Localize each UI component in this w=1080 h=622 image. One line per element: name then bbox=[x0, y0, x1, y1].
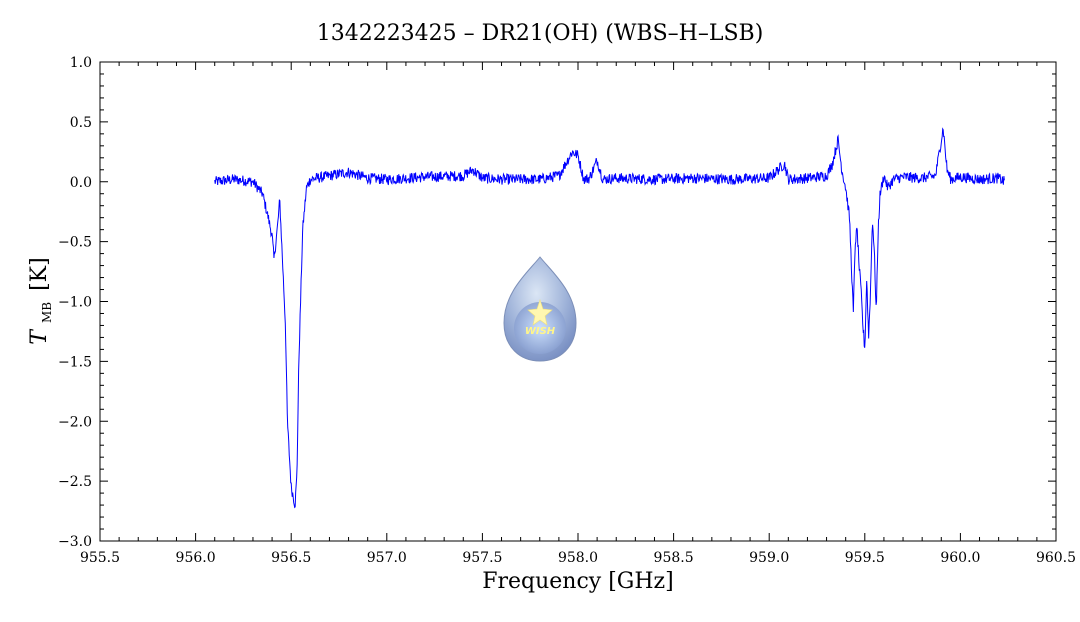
y-tick-label: −2.0 bbox=[58, 414, 92, 430]
x-tick-label: 956.0 bbox=[176, 550, 216, 566]
y-axis-label: T MB [K] bbox=[27, 257, 57, 344]
y-tick-label: 0.5 bbox=[70, 115, 92, 131]
y-axis-symbol: T bbox=[27, 328, 52, 345]
x-tick-label: 959.5 bbox=[845, 550, 885, 566]
wish-logo: WISH bbox=[503, 256, 577, 362]
y-tick-label: −1.5 bbox=[58, 354, 92, 370]
y-tick-label: −0.5 bbox=[58, 235, 92, 251]
x-tick-label: 958.0 bbox=[558, 550, 598, 566]
x-tick-label: 955.5 bbox=[80, 550, 120, 566]
x-tick-labels: 955.5 956.0 956.5 957.0 957.5 958.0 958.5 959.0… bbox=[80, 550, 1076, 566]
x-tick-label: 958.5 bbox=[654, 550, 694, 566]
wish-logo-text: WISH bbox=[525, 326, 556, 337]
x-tick-label: 960.5 bbox=[1036, 550, 1076, 566]
spectrum-line bbox=[214, 127, 1005, 509]
star-icon bbox=[527, 299, 553, 326]
x-tick-label: 959.0 bbox=[749, 550, 789, 566]
drop-inner-circle bbox=[514, 302, 566, 354]
y-tick-label: −3.0 bbox=[58, 534, 92, 550]
y-axis-subscript: MB bbox=[40, 302, 54, 323]
x-tick-label: 956.5 bbox=[271, 550, 311, 566]
y-tick-label: −1.0 bbox=[58, 295, 92, 311]
y-tick-label: 1.0 bbox=[70, 55, 92, 71]
y-tick-labels: −3.0 −2.5 −2.0 −1.5 −1.0 −0.5 0.0 0.5 1.0 bbox=[58, 55, 92, 550]
plot-frame bbox=[99, 61, 1057, 542]
x-axis-label: Frequency [GHz] bbox=[482, 569, 674, 594]
x-tick-label: 960.0 bbox=[940, 550, 980, 566]
y-tick-label: 0.0 bbox=[70, 175, 92, 191]
x-tick-label: 957.5 bbox=[462, 550, 502, 566]
y-axis-unit: [K] bbox=[27, 257, 52, 291]
axis-ticks bbox=[99, 61, 1057, 542]
series-layer bbox=[214, 127, 1005, 509]
chart-title: 1342223425 – DR21(OH) (WBS–H–LSB) bbox=[317, 21, 764, 46]
x-tick-label: 957.0 bbox=[367, 550, 407, 566]
y-tick-label: −2.5 bbox=[58, 474, 92, 490]
